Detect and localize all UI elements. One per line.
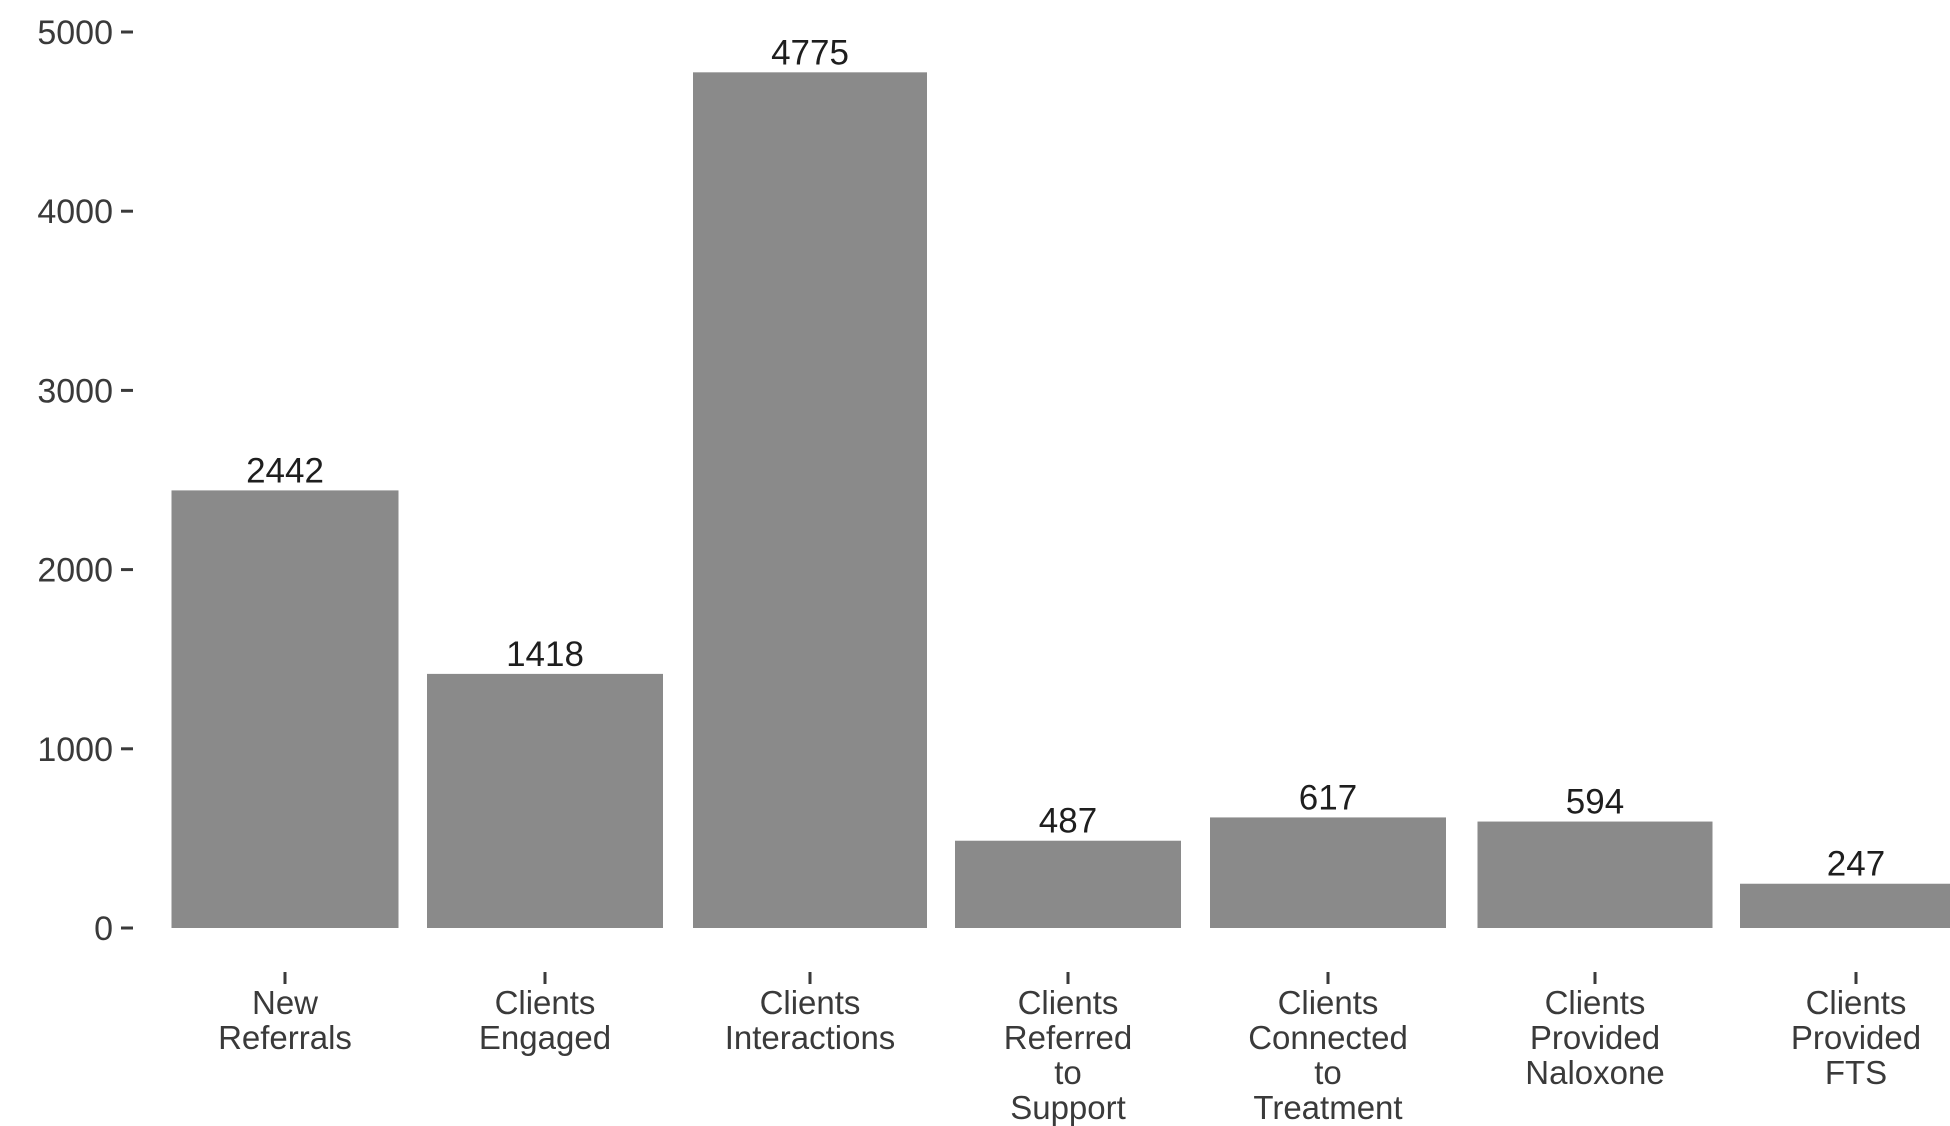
y-tick-label: 4000 xyxy=(37,193,113,231)
x-tick-label: New Referrals xyxy=(218,984,352,1056)
bar-value-label: 617 xyxy=(1299,778,1357,817)
bar-value-label: 4775 xyxy=(771,33,849,72)
data-labels: 2442 1418 4775 487 617 594 247 xyxy=(246,33,1885,883)
x-tick-label: Clients Provided Naloxone xyxy=(1525,984,1664,1091)
y-tick-label: 3000 xyxy=(37,372,113,410)
bar-value-label: 2442 xyxy=(246,451,324,490)
x-tick-label: Clients Interactions xyxy=(725,984,896,1056)
bar-value-label: 594 xyxy=(1566,783,1624,822)
bar xyxy=(1210,817,1446,928)
bar-value-label: 1418 xyxy=(506,635,584,674)
x-axis: New Referrals Clients Engaged Clients Interac… xyxy=(218,972,1921,1126)
y-tick-label: 2000 xyxy=(37,552,113,590)
y-axis: 0 1000 2000 3000 4000 5000 xyxy=(37,14,133,948)
bar xyxy=(1477,821,1713,928)
bar-value-label: 247 xyxy=(1827,845,1885,884)
bar xyxy=(693,72,927,928)
x-tick-label: Clients Connected to Treatment xyxy=(1248,984,1408,1126)
y-tick-label: 5000 xyxy=(37,14,113,52)
bar xyxy=(171,490,399,928)
bar-value-label: 487 xyxy=(1039,802,1097,841)
bars xyxy=(171,72,1950,928)
bar xyxy=(427,673,663,928)
y-tick-label: 0 xyxy=(94,910,113,948)
x-tick-label: Clients Engaged xyxy=(479,984,611,1056)
bar xyxy=(955,840,1181,928)
x-tick-label: Clients Referred to Support xyxy=(1004,984,1132,1126)
y-tick-label: 1000 xyxy=(37,731,113,769)
x-tick-label: Clients Provided FTS xyxy=(1791,984,1921,1091)
bar xyxy=(1740,883,1950,928)
